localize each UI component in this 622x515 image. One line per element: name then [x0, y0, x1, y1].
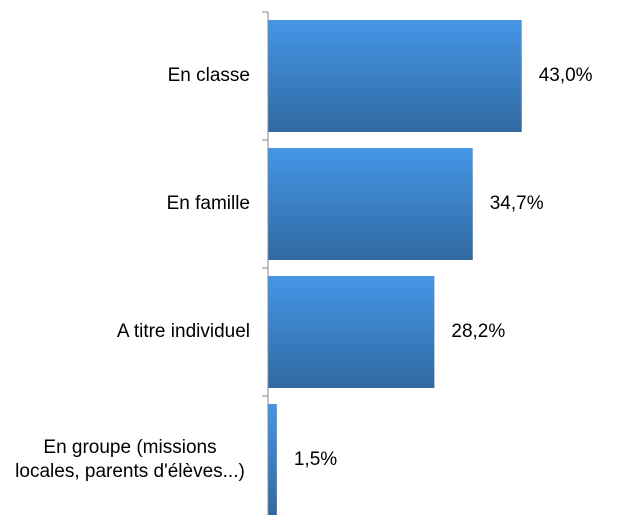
bar-shade: [268, 276, 435, 388]
category-label-text: En groupe (missions locales, parents d'é…: [15, 437, 245, 482]
category-label: En famille: [10, 192, 250, 216]
bar-shade: [268, 404, 277, 515]
category-label: En groupe (missions locales, parents d'é…: [10, 436, 250, 484]
value-label: 1,5%: [294, 449, 337, 471]
value-label: 43,0%: [539, 65, 593, 87]
category-label-text: A titre individuel: [116, 321, 250, 342]
category-label-text: En classe: [167, 65, 250, 86]
value-label-text: 28,2%: [451, 321, 506, 342]
bar-shade: [268, 148, 473, 260]
value-label: 34,7%: [490, 193, 544, 215]
value-label-text: 34,7%: [489, 193, 544, 214]
bar-shade: [268, 20, 522, 132]
category-label: A titre individuel: [10, 320, 250, 344]
category-label-text: En famille: [166, 193, 250, 214]
value-label-text: 1,5%: [293, 449, 338, 470]
value-label-text: 43,0%: [538, 65, 593, 86]
value-label: 28,2%: [451, 321, 505, 343]
category-label: En classe: [10, 64, 250, 88]
